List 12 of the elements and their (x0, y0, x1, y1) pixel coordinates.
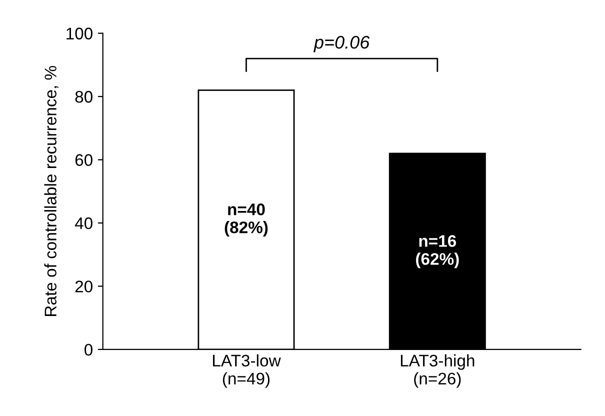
y-tick-label: 20 (75, 280, 92, 292)
y-tick-label: 0 (84, 344, 92, 356)
data-label: n=16 (62%) (416, 235, 459, 268)
y-axis-title: Rate of controllable recurrence, % (44, 66, 58, 316)
x-tick-label: LAT3-high (n=26) (400, 354, 474, 388)
data-label: n=40 (82%) (224, 204, 268, 237)
y-tick-label: 60 (75, 154, 92, 166)
annotation: p=0.06 (314, 36, 370, 52)
y-tick-label: 100 (66, 28, 92, 40)
y-tick-label: 80 (75, 90, 92, 103)
y-tick-label: 40 (74, 217, 92, 230)
x-tick-label: LAT3-low (n=49) (213, 354, 281, 388)
